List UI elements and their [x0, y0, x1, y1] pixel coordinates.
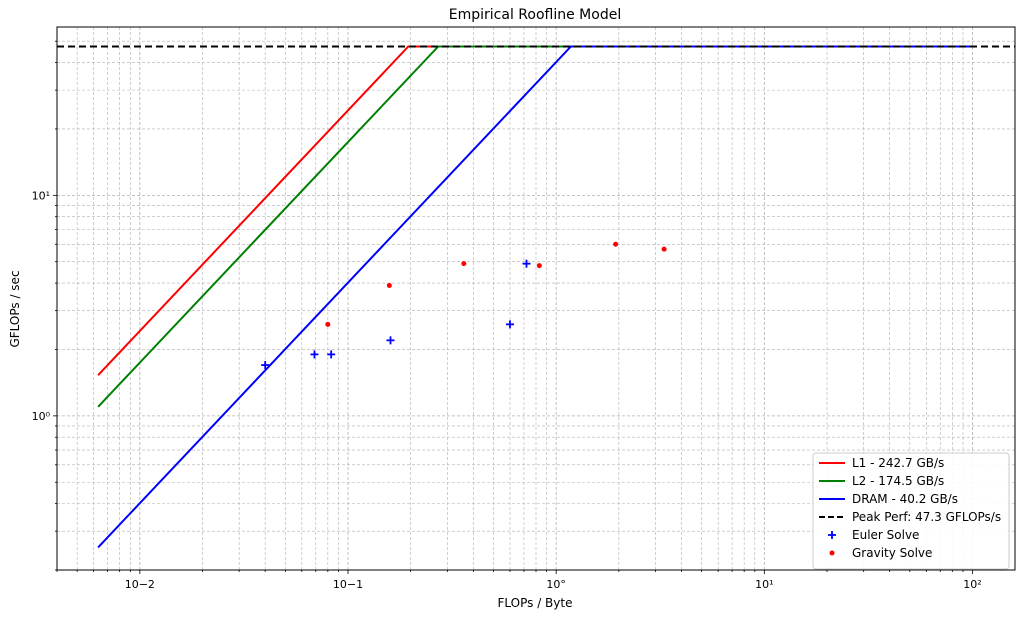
gravity-solve-point — [325, 321, 331, 327]
gravity-solve-point — [461, 261, 467, 267]
euler-solve-point — [261, 361, 270, 370]
euler-solve-point — [505, 320, 514, 329]
legend-box — [812, 452, 1010, 570]
legend-entry-label: DRAM - 40.2 GB/s — [852, 492, 958, 506]
legend-dot — [829, 550, 835, 556]
legend-entry-label: Gravity Solve — [852, 546, 932, 560]
legend-entry-label: Euler Solve — [852, 528, 919, 542]
euler-solve-point — [386, 336, 395, 345]
legend-entry-label: Peak Perf: 47.3 GFLOPs/s — [852, 510, 1001, 524]
chart-title: Empirical Roofline Model — [449, 7, 621, 23]
x-tick-label: 10¹ — [755, 578, 773, 591]
gravity-solve-point — [613, 241, 619, 247]
legend-entry-label: L2 - 174.5 GB/s — [852, 474, 944, 488]
x-tick-label: 10−1 — [333, 578, 363, 591]
euler-solve-point — [327, 350, 336, 359]
x-tick-label: 10−2 — [125, 578, 155, 591]
euler-solve-point — [310, 350, 319, 359]
x-tick-label: 10° — [546, 578, 566, 591]
gravity-solve-point — [536, 263, 542, 269]
gravity-solve-point — [386, 283, 392, 289]
y-tick-label: 10⁰ — [32, 410, 51, 423]
legend-entry-label: L1 - 242.7 GB/s — [852, 456, 944, 470]
euler-solve-point — [522, 259, 531, 268]
y-axis-label: GFLOPs / sec — [8, 270, 22, 347]
legend: L1 - 242.7 GB/s L2 - 174.5 GB/s DRAM - 40.… — [812, 452, 1010, 570]
gravity-solve-point — [661, 246, 667, 252]
x-tick-label: 10² — [963, 578, 981, 591]
x-axis-label: FLOPs / Byte — [498, 596, 573, 610]
y-tick-label: 10¹ — [32, 189, 50, 202]
